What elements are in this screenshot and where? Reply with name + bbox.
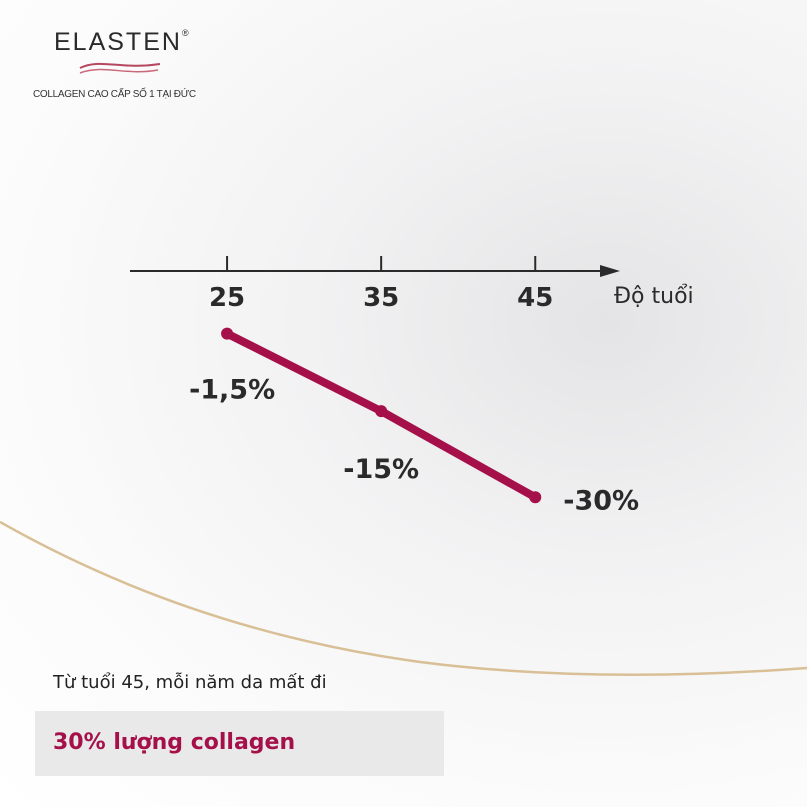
logo-wave	[79, 62, 161, 69]
value-label: -1,5%	[189, 375, 275, 406]
point	[529, 491, 542, 504]
x-axis-arrow	[600, 265, 620, 277]
brand-name: ELASTEN	[54, 28, 182, 56]
value-label: -30%	[563, 485, 639, 516]
x-axis-label: Độ tuổi	[614, 284, 694, 309]
logo-wave	[79, 68, 159, 74]
highlight: 30% lượng collagen	[53, 730, 296, 755]
value-label: -15%	[343, 454, 419, 485]
brand: ELASTEN®	[54, 28, 189, 57]
x-tick-label: 45	[517, 283, 553, 313]
point	[221, 327, 234, 340]
tagline: COLLAGEN CAO CẤP SỐ 1 TẠI ĐỨC	[33, 89, 196, 100]
decor-curve	[0, 520, 807, 676]
x-tick-label: 35	[363, 283, 399, 313]
brand-mark: ®	[181, 28, 189, 38]
highlight-box: 30% lượng collagen	[35, 711, 444, 776]
point	[375, 405, 388, 418]
x-tick-label: 25	[209, 283, 245, 313]
note: Từ tuổi 45, mỗi năm da mất đi	[53, 672, 327, 693]
